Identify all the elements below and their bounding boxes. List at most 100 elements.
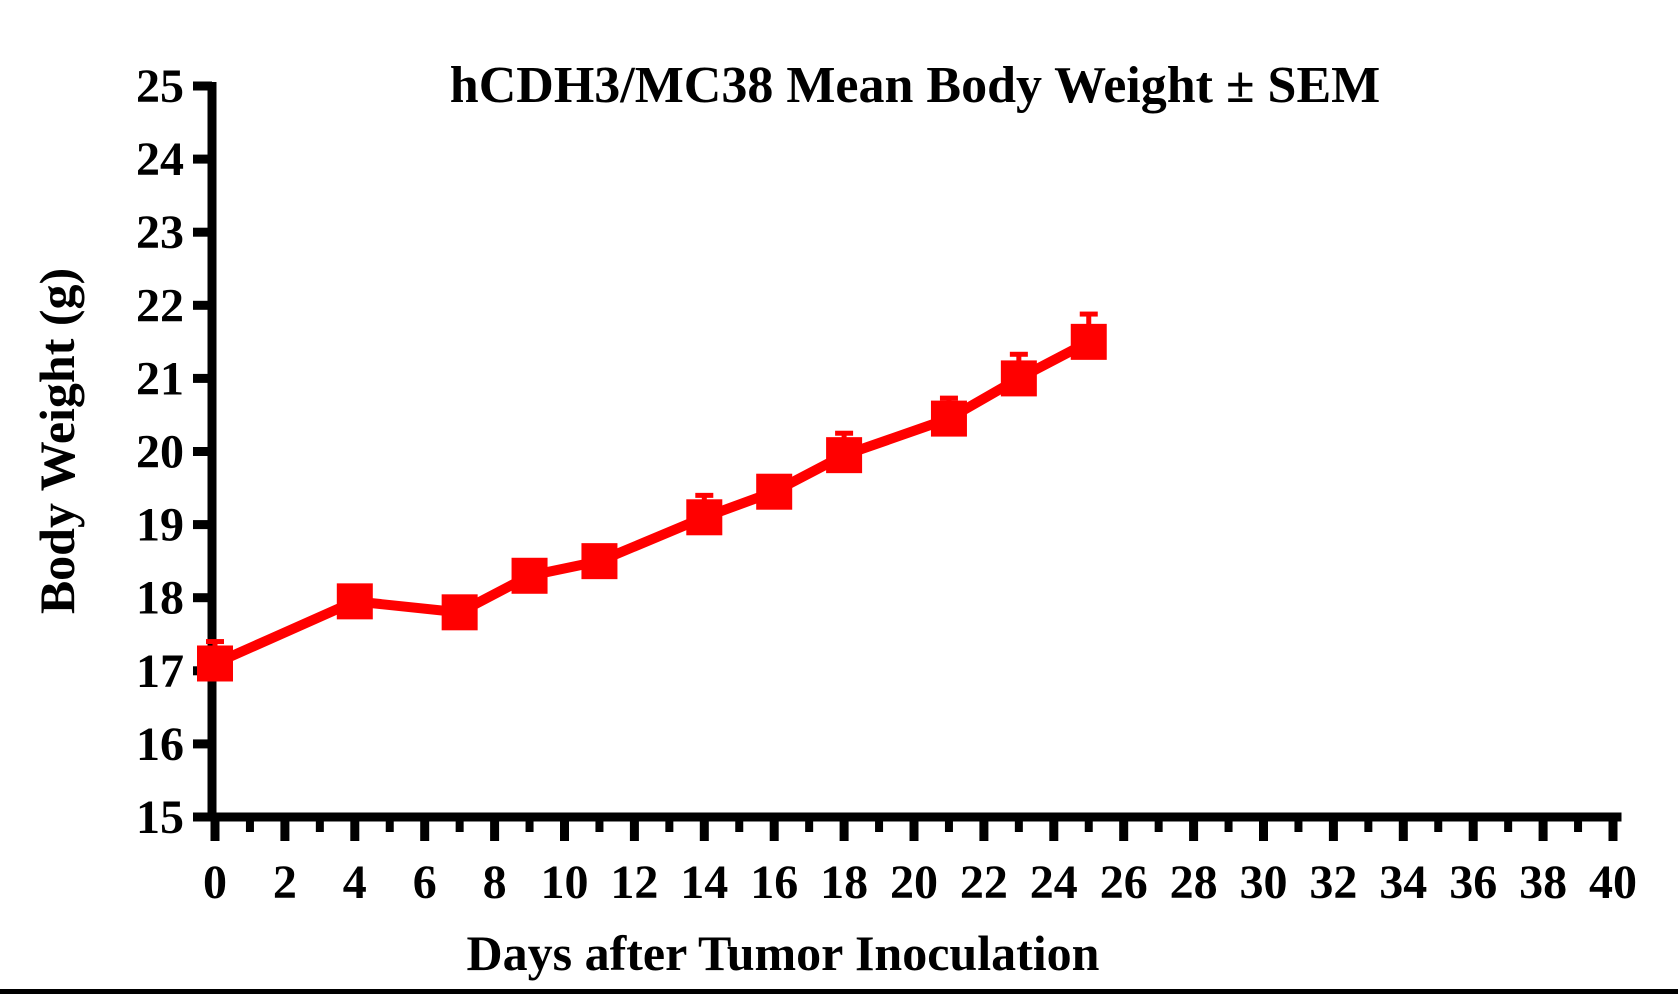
x-tick-major xyxy=(979,817,989,841)
x-tick-minor xyxy=(595,817,604,832)
x-tick-major xyxy=(210,817,220,841)
x-tick-label: 6 xyxy=(413,856,437,909)
x-tick-major xyxy=(1328,817,1338,841)
x-tick-minor xyxy=(1574,817,1583,832)
y-tick xyxy=(193,300,212,310)
x-tick-minor xyxy=(665,817,674,832)
y-tick-label: 25 xyxy=(136,60,184,113)
x-tick-label: 24 xyxy=(1030,856,1078,909)
chart-title: hCDH3/MC38 Mean Body Weight ± SEM xyxy=(449,57,1381,114)
error-bar-cap xyxy=(835,430,854,436)
x-tick-minor xyxy=(1504,817,1513,832)
y-tick xyxy=(193,812,212,822)
error-bar-cap xyxy=(206,639,224,645)
y-tick-label: 20 xyxy=(136,426,184,479)
x-tick-minor xyxy=(735,817,744,832)
y-tick-label: 17 xyxy=(136,645,184,698)
x-tick-major xyxy=(839,817,849,841)
error-bar-cap xyxy=(1009,351,1028,357)
x-tick-minor xyxy=(1434,817,1443,832)
x-tick-minor xyxy=(875,817,884,832)
data-point-day-21 xyxy=(930,400,967,437)
data-point-day-16 xyxy=(756,473,793,510)
x-tick-label: 22 xyxy=(960,856,1008,909)
x-tick-major xyxy=(420,817,430,841)
x-tick-major xyxy=(1259,817,1268,841)
data-point-day-23 xyxy=(1000,360,1037,397)
x-tick-label: 20 xyxy=(890,856,938,909)
x-tick-label: 36 xyxy=(1449,856,1497,909)
x-tick-label: 30 xyxy=(1240,856,1288,909)
x-tick-minor xyxy=(1224,817,1233,832)
x-tick-major xyxy=(490,817,500,841)
x-tick-label: 14 xyxy=(680,856,728,909)
error-bar-cap xyxy=(695,492,714,498)
y-tick-label: 22 xyxy=(136,279,184,332)
data-point-day-4 xyxy=(336,583,373,620)
data-point-day-18 xyxy=(826,437,863,474)
y-tick-label: 15 xyxy=(136,791,184,844)
x-tick-label: 8 xyxy=(483,856,507,909)
y-tick-label: 18 xyxy=(136,572,184,625)
x-tick-major xyxy=(1538,817,1548,841)
y-tick xyxy=(193,81,212,91)
x-axis-label: Days after Tumor Inoculation xyxy=(466,925,1100,981)
x-tick-major xyxy=(629,817,639,841)
x-tick-major xyxy=(1189,817,1199,841)
x-tick-label: 0 xyxy=(203,856,227,909)
x-tick-major xyxy=(1398,817,1408,841)
x-tick-minor xyxy=(1084,817,1093,832)
data-point-day-11 xyxy=(581,543,618,580)
x-tick-minor xyxy=(385,817,394,832)
x-tick-major xyxy=(909,817,919,841)
x-tick-minor xyxy=(805,817,814,832)
y-tick-label: 16 xyxy=(136,718,184,771)
y-tick-label: 21 xyxy=(136,352,184,405)
series-hCDH3/MC38 xyxy=(197,311,1107,682)
y-tick-label: 23 xyxy=(136,206,184,259)
x-tick-label: 32 xyxy=(1309,856,1357,909)
y-tick-label: 19 xyxy=(136,499,184,552)
x-tick-major xyxy=(699,817,709,841)
x-tick-minor xyxy=(315,817,324,832)
y-tick xyxy=(193,447,212,456)
x-tick-major xyxy=(1049,817,1059,841)
x-tick-major xyxy=(1119,817,1129,841)
y-tick xyxy=(193,373,212,383)
x-tick-major xyxy=(769,817,779,841)
error-bar-cap xyxy=(1079,311,1098,317)
x-tick-minor xyxy=(1154,817,1163,832)
x-tick-minor xyxy=(455,817,464,832)
y-tick xyxy=(193,154,212,164)
y-tick xyxy=(193,520,212,530)
x-tick-label: 38 xyxy=(1519,856,1567,909)
x-tick-label: 34 xyxy=(1379,856,1427,909)
x-tick-major xyxy=(350,817,360,841)
y-tick-label: 24 xyxy=(136,133,184,186)
bottom-divider xyxy=(0,989,1678,994)
y-tick xyxy=(193,593,212,603)
data-point-day-9 xyxy=(511,557,548,594)
x-tick-minor xyxy=(1364,817,1373,832)
x-tick-major xyxy=(560,817,569,841)
data-point-day-7 xyxy=(441,594,478,631)
x-tick-minor xyxy=(525,817,534,832)
x-tick-label: 4 xyxy=(343,856,367,909)
data-point-day-0 xyxy=(197,645,233,682)
data-point-day-25 xyxy=(1070,323,1107,360)
x-tick-label: 28 xyxy=(1170,856,1218,909)
x-tick-minor xyxy=(944,817,953,832)
x-tick-minor xyxy=(1294,817,1303,832)
x-tick-label: 18 xyxy=(820,856,868,909)
x-tick-label: 26 xyxy=(1100,856,1148,909)
y-tick xyxy=(193,739,212,749)
x-tick-minor xyxy=(1014,817,1023,832)
x-tick-major xyxy=(1468,817,1478,841)
x-tick-minor xyxy=(245,817,254,832)
x-tick-label: 10 xyxy=(541,856,589,909)
x-tick-label: 2 xyxy=(273,856,297,909)
data-point-day-14 xyxy=(686,499,723,536)
x-tick-label: 12 xyxy=(610,856,658,909)
